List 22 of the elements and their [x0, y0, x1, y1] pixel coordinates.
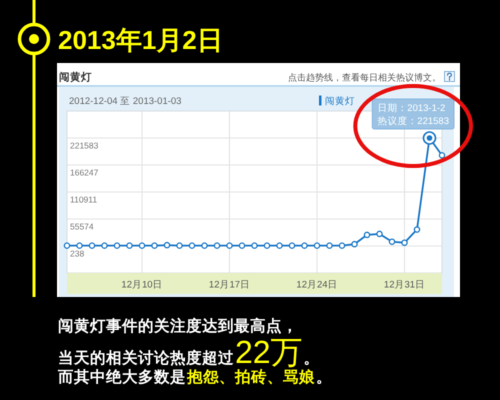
x-tick-label: 12月31日: [384, 280, 426, 290]
text: 抱怨、拍砖、骂娘: [186, 368, 316, 386]
text: 而其中绝大多数是: [57, 368, 186, 386]
text: 点击趋势线，查看每日相关热议博文。: [288, 72, 441, 82]
chart-title: 2013年1月2日: [58, 25, 223, 55]
text: 闯黄灯事件的关注度达到最高点，: [58, 316, 298, 335]
annotation: 日期：2013-1-2 热议度：221583: [377, 102, 449, 127]
chart-subtitle: 闯黄灯: [59, 70, 92, 84]
text: 。: [316, 369, 332, 386]
y-tick-label: 238: [70, 248, 84, 258]
y-tick-label: 166247: [70, 168, 99, 178]
text: 。: [304, 350, 320, 367]
y-tick-label: 221583: [70, 140, 99, 150]
text: 2012-12-04 至 2013-01-03: [69, 96, 182, 107]
y-tick-label: 110911: [70, 194, 98, 204]
legend-label: 闯黄灯: [325, 95, 355, 107]
x-tick-label: 12月24日: [296, 280, 338, 290]
text: 22万: [235, 334, 303, 370]
text: 当天的相关讨论热度超过: [58, 348, 235, 367]
y-tick-label: 55574: [70, 222, 94, 232]
x-tick-label: 12月10日: [121, 280, 163, 290]
x-tick-label: 12月17日: [208, 280, 250, 290]
